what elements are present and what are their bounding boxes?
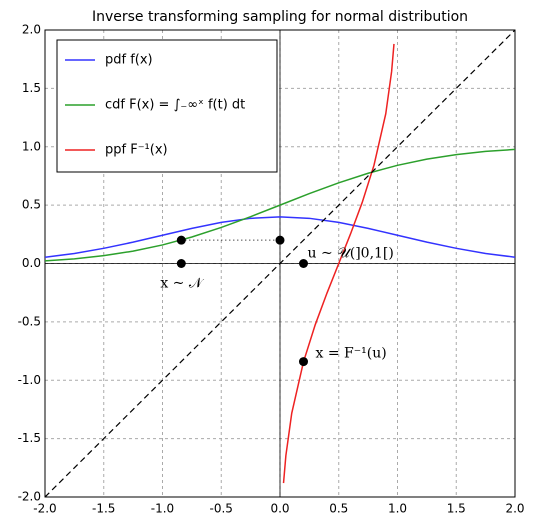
- y-tick-label: -2.0: [18, 490, 41, 504]
- x-tick-label: 0.0: [270, 502, 289, 516]
- y-tick-label: 0.0: [22, 256, 41, 270]
- series-line: [45, 216, 515, 258]
- y-tick-label: 0.5: [22, 198, 41, 212]
- chart-title: Inverse transforming sampling for normal…: [92, 9, 468, 25]
- y-tick-label: 1.0: [22, 139, 41, 153]
- x-tick-label: 0.5: [329, 502, 348, 516]
- y-tick-label: -1.0: [18, 373, 41, 387]
- x-tick-label: -1.5: [92, 502, 115, 516]
- legend-label: pdf f(x): [105, 53, 153, 68]
- x-tick-label: -2.0: [33, 502, 56, 516]
- y-tick-label: 1.5: [22, 81, 41, 95]
- series-line: [45, 148, 515, 262]
- y-tick-label: -0.5: [18, 314, 41, 328]
- x-tick-label: -1.0: [151, 502, 174, 516]
- legend-label: cdf F(x) = ∫₋∞ˣ f(t) dt: [105, 98, 245, 113]
- x-tick-label: 1.5: [447, 502, 466, 516]
- annotation: x = F⁻¹(u): [316, 346, 387, 362]
- series-line: [282, 43, 395, 484]
- plot-frame: [44, 29, 516, 498]
- x-tick-label: -0.5: [210, 502, 233, 516]
- point: [299, 357, 308, 367]
- point: [275, 235, 285, 245]
- point: [176, 259, 186, 268]
- legend-label: ppf F⁻¹(x): [105, 143, 168, 158]
- reference-line: [45, 30, 515, 497]
- x-tick-label: 2.0: [505, 502, 524, 516]
- y-tick-label: 2.0: [22, 23, 41, 37]
- x-tick-label: 1.0: [388, 502, 407, 516]
- annotation: u ~ 𝒰(]0,1[): [308, 246, 394, 262]
- y-tick-label: -1.5: [18, 431, 41, 445]
- point: [176, 235, 186, 245]
- point: [299, 259, 308, 268]
- annotation: x ~ 𝒩: [160, 276, 205, 292]
